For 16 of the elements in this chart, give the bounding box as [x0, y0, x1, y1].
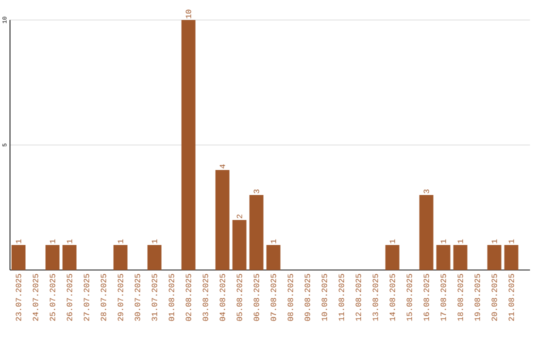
bar [487, 245, 502, 270]
bar [504, 245, 518, 270]
bar [113, 245, 128, 270]
bar [147, 245, 162, 270]
bar [62, 245, 76, 270]
bar [266, 245, 280, 270]
bar [45, 245, 60, 270]
bar [215, 170, 230, 270]
bar [249, 195, 264, 270]
bar [11, 245, 26, 270]
bar [436, 245, 450, 270]
bar [385, 245, 400, 270]
bar [181, 20, 196, 270]
bar [419, 195, 434, 270]
bar [232, 220, 246, 270]
bar [453, 245, 468, 270]
